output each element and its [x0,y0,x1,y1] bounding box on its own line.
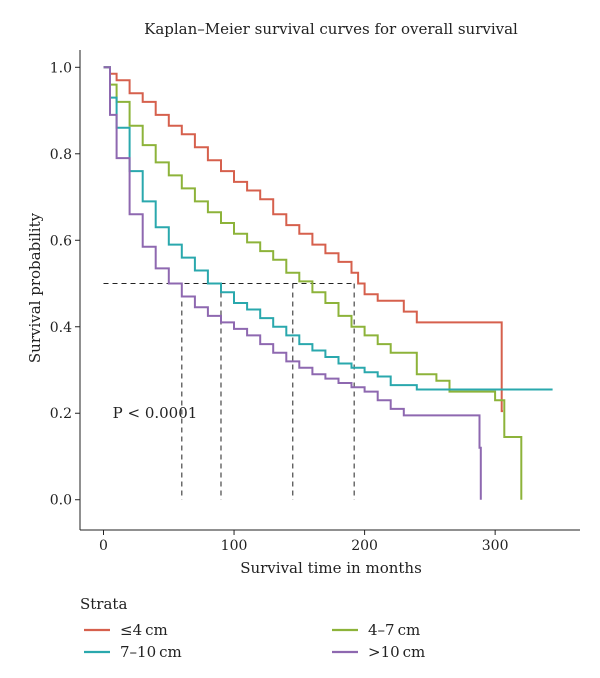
x-tick-label: 300 [482,538,509,554]
y-tick-label: 0.0 [50,493,72,509]
legend-label-1: 4–7 cm [368,621,420,639]
legend-label-2: 7–10 cm [120,643,182,661]
y-axis-label: Survival probability [26,212,44,363]
series-line-3 [103,66,482,500]
x-axis-label: Survival time in months [240,559,422,577]
p-value-annotation: P < 0.0001 [113,404,198,422]
y-tick-label: 0.8 [50,147,72,163]
legend: ≤4 cm 4–7 cm 7–10 cm >10 cm [84,621,425,661]
y-tick-label: 0.6 [50,233,72,249]
x-tick-label: 200 [351,538,378,554]
y-tick-label: 0.2 [50,406,72,422]
chart-title: Kaplan–Meier survival curves for overall… [144,20,518,38]
series-line-2 [103,66,553,391]
plot-area: 0 100 200 300 0.0 0.2 0.4 0.6 0.8 1.0 P < 0.0001 [50,50,580,554]
legend-label-3: >10 cm [368,643,425,661]
x-tick-label: 100 [221,538,248,554]
legend-label-0: ≤4 cm [120,621,168,639]
x-tick-label: 0 [99,538,108,554]
legend-title: Strata [80,595,127,613]
y-tick-label: 0.4 [50,320,72,336]
series-line-0 [103,66,503,413]
y-tick-label: 1.0 [50,60,72,76]
series-line-1 [103,66,523,500]
